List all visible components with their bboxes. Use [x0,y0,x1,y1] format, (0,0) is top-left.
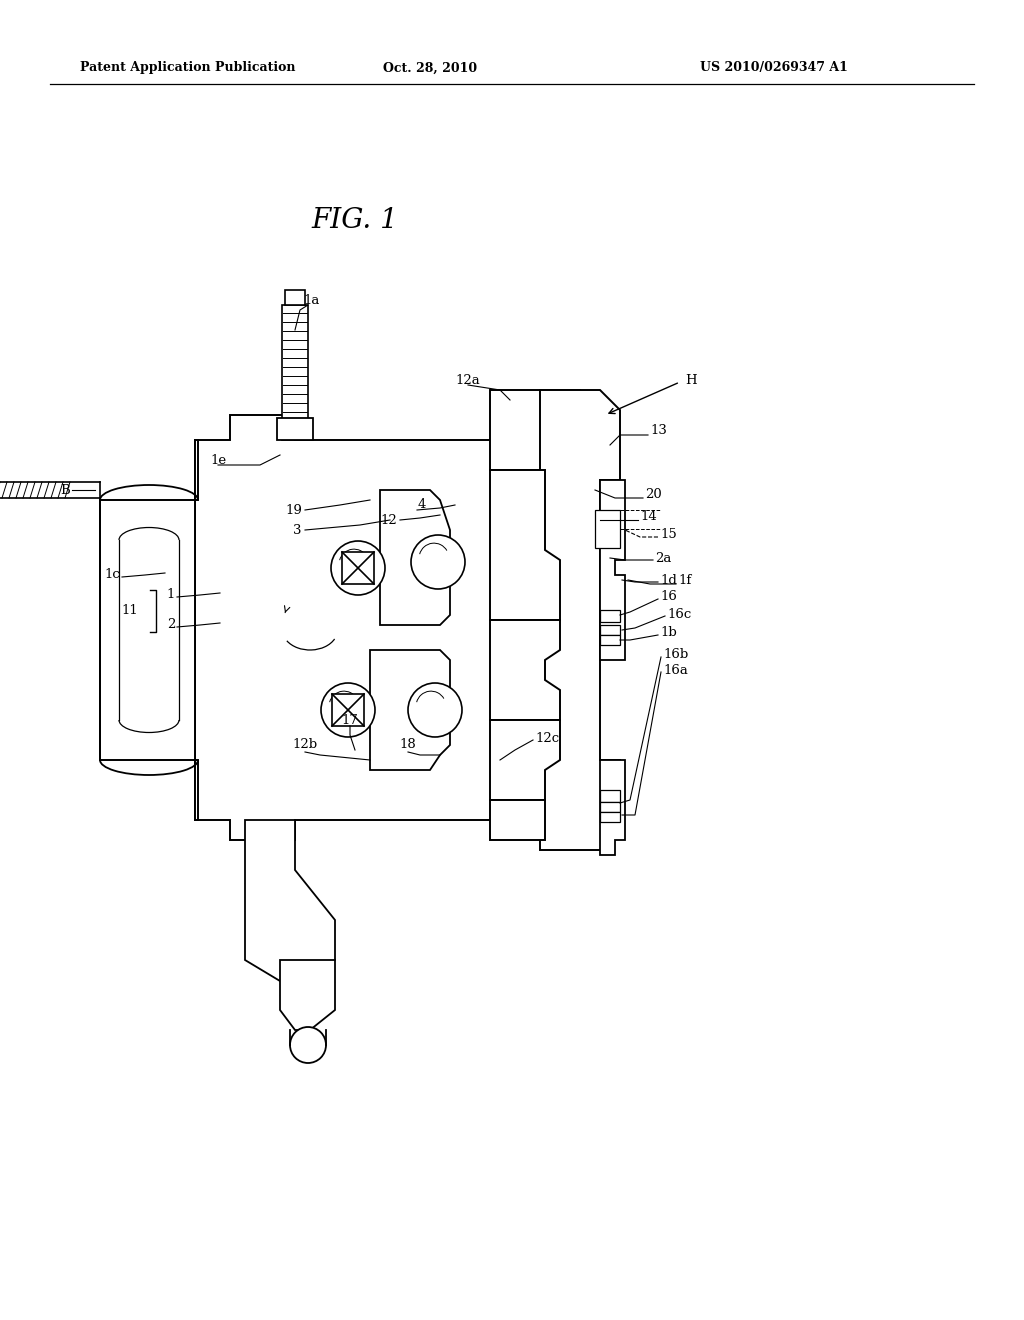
Text: 20: 20 [645,488,662,502]
Polygon shape [380,490,450,624]
Text: 11: 11 [121,603,138,616]
Bar [600,803,620,812]
Text: 18: 18 [399,738,417,751]
Polygon shape [600,760,625,855]
Polygon shape [490,719,560,800]
Text: 2: 2 [167,619,175,631]
Text: 12c: 12c [535,731,559,744]
Bar [342,552,374,583]
Circle shape [411,535,465,589]
Bar [282,305,308,440]
Text: 1: 1 [167,589,175,602]
Polygon shape [540,389,620,850]
Circle shape [408,682,462,737]
Circle shape [290,1027,326,1063]
Text: 1a: 1a [303,293,319,306]
Polygon shape [195,414,540,840]
Text: 16c: 16c [667,607,691,620]
Bar [600,789,620,803]
Text: 15: 15 [660,528,677,541]
Text: H: H [685,374,696,387]
Text: Patent Application Publication: Patent Application Publication [80,62,296,74]
Text: 12: 12 [380,513,397,527]
Text: 19: 19 [285,503,302,516]
Text: 16: 16 [660,590,677,603]
Polygon shape [100,440,198,820]
Text: 17: 17 [342,714,358,726]
Text: Oct. 28, 2010: Oct. 28, 2010 [383,62,477,74]
Polygon shape [490,389,580,470]
Bar [600,635,620,645]
Polygon shape [490,620,560,719]
Bar [600,812,620,822]
Text: 1e: 1e [210,454,226,466]
Text: 1c: 1c [104,569,120,582]
Bar [285,290,305,305]
Text: B: B [60,483,70,496]
Text: FIG. 1: FIG. 1 [311,206,398,234]
Polygon shape [600,480,625,660]
Text: 1f: 1f [678,573,691,586]
Text: 16b: 16b [663,648,688,661]
Text: 12b: 12b [293,738,317,751]
Polygon shape [490,800,545,840]
Text: 3: 3 [294,524,302,536]
Text: 12a: 12a [456,374,480,387]
Text: 16a: 16a [663,664,688,676]
Polygon shape [595,510,620,548]
Text: 4: 4 [418,499,426,511]
Bar [332,694,364,726]
Text: US 2010/0269347 A1: US 2010/0269347 A1 [700,62,848,74]
Bar [600,624,620,635]
Polygon shape [245,820,335,990]
Text: 1d: 1d [660,573,677,586]
Polygon shape [490,470,560,620]
Text: 14: 14 [640,511,656,524]
Text: 13: 13 [650,424,667,437]
Bar [600,610,620,622]
Polygon shape [370,649,450,770]
Text: 1b: 1b [660,627,677,639]
Text: 2a: 2a [655,552,672,565]
Circle shape [321,682,375,737]
Polygon shape [280,960,335,1030]
Circle shape [331,541,385,595]
Bar [278,418,313,440]
